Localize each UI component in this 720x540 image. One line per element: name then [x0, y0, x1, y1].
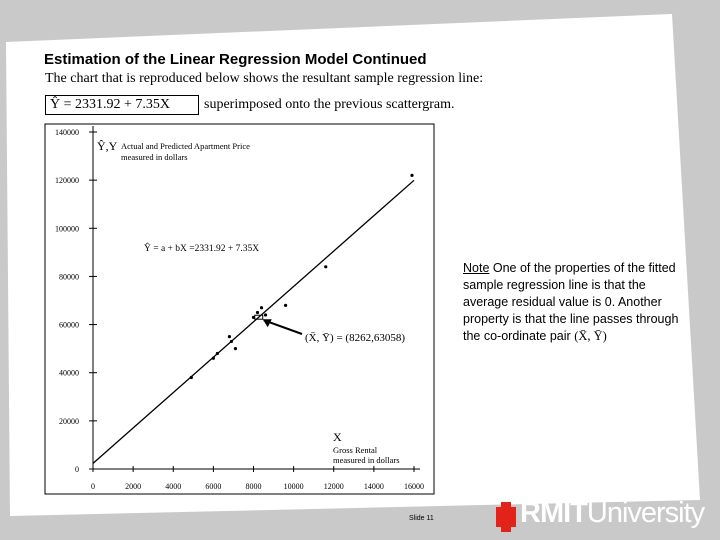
note-paragraph: Note One of the properties of the fitted… — [463, 260, 693, 345]
y-tick-label: 120000 — [55, 176, 79, 185]
x-tick-label: 16000 — [404, 482, 424, 491]
note-label: Note — [463, 261, 490, 275]
x-axis-label-line2: measured in dollars — [333, 455, 400, 465]
regression-equation-tail: superimposed onto the previous scattergr… — [204, 97, 455, 112]
data-point — [263, 313, 268, 317]
chart-layer: 0 20000 40000 60000 80000 100000 120000 140000 0… — [55, 126, 424, 491]
slide-title: Estimation of the Linear Regression Mode… — [44, 51, 427, 68]
x-tick-label: 14000 — [364, 482, 384, 491]
slide-number: Slide 11 — [409, 515, 434, 522]
mean-point-label: (X̄, Ȳ) = (8262,63058) — [305, 332, 405, 344]
university-logo: RMITUniversity — [520, 497, 705, 530]
data-point — [227, 335, 232, 339]
y-tick-label: 40000 — [59, 369, 79, 378]
x-tick-label: 4000 — [165, 482, 181, 491]
mean-point-arrowhead — [262, 319, 272, 328]
x-tick-label: 0 — [91, 482, 95, 491]
chart-frame — [44, 123, 435, 495]
data-point — [324, 265, 328, 269]
data-point — [255, 310, 260, 315]
y-axis-label-line1: Actual and Predicted Apartment Price — [121, 141, 250, 151]
mean-point-marker — [254, 314, 264, 320]
x-tick-label: 12000 — [324, 482, 344, 491]
rmit-logo-icon — [496, 502, 516, 532]
x-tick-label: 6000 — [205, 482, 221, 491]
y-tick-label: 80000 — [59, 272, 79, 281]
logo-university: University — [586, 497, 705, 529]
slide-subtitle: The chart that is reproduced below shows… — [45, 71, 484, 86]
y-tick-label: 100000 — [55, 224, 79, 233]
note-text: One of the properties of the fitted samp… — [463, 261, 679, 343]
x-tick-label: 8000 — [246, 482, 262, 491]
x-tick-label: 2000 — [125, 482, 141, 491]
data-point — [410, 173, 414, 177]
y-tick-label: 0 — [75, 465, 79, 474]
data-point — [189, 375, 193, 380]
y-tick-label: 140000 — [55, 128, 79, 137]
logo-rmit: RMIT — [520, 497, 588, 529]
data-point — [215, 351, 219, 356]
regression-equation-box: Ŷ = 2331.92 + 7.35X — [45, 95, 199, 115]
mean-point-arrow — [263, 319, 303, 335]
y-axis-label-line2: measured in dollars — [121, 152, 188, 162]
data-point — [284, 303, 288, 307]
x-tick-label: 10000 — [284, 482, 304, 491]
data-point — [259, 306, 264, 310]
data-point — [211, 356, 215, 360]
note-pair: (X̄, Ȳ) — [574, 329, 607, 343]
data-point — [229, 339, 234, 344]
data-point — [233, 347, 238, 351]
line-equation-label: Ŷ = a + bX =2331.92 + 7.35X — [144, 242, 259, 254]
y-tick-label: 20000 — [59, 417, 79, 426]
y-tick-label: 60000 — [59, 321, 79, 330]
x-axis-title: X — [333, 430, 342, 444]
regression-line — [92, 179, 415, 464]
y-axis-title: Ŷ,Y — [97, 139, 118, 153]
x-axis-label-line1: Gross Rental — [333, 445, 378, 455]
